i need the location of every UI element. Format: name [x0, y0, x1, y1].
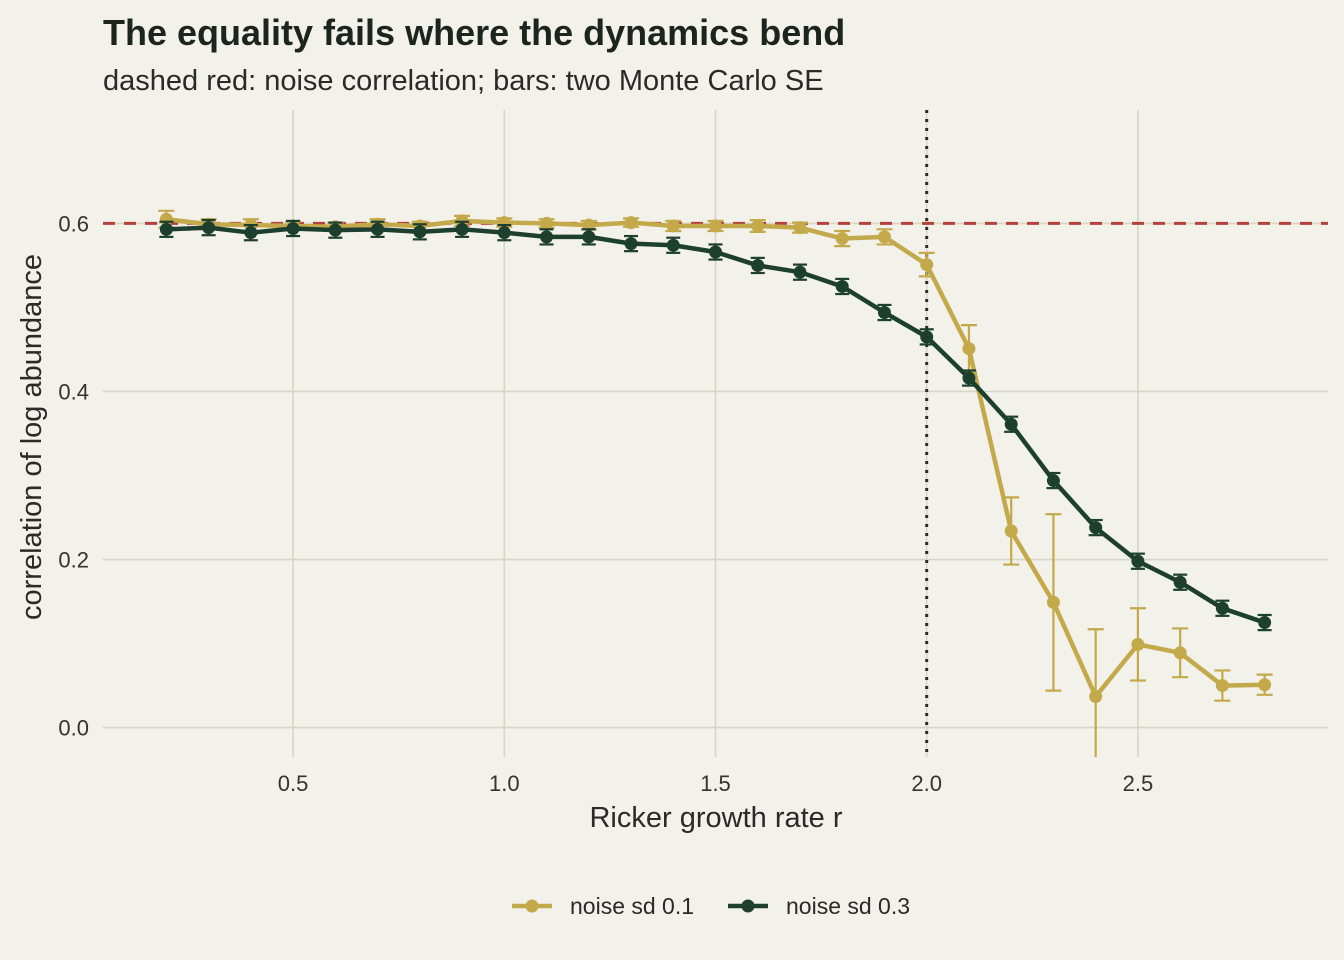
data-point	[1046, 595, 1060, 609]
legend-item-1: noise sd 0.1	[512, 893, 694, 919]
chart-subtitle: dashed red: noise correlation; bars: two…	[103, 65, 824, 97]
data-point	[709, 219, 722, 233]
legend: noise sd 0.1 noise sd 0.3	[512, 893, 910, 919]
series	[158, 209, 1273, 757]
data-point	[920, 258, 934, 272]
data-point	[666, 219, 680, 233]
legend-key-point	[741, 899, 755, 913]
data-point	[1004, 524, 1018, 538]
data-point	[962, 342, 976, 356]
legend-key-point	[525, 899, 539, 913]
x-axis-ticks: 0.5 1.0 1.5 2.0 2.5	[278, 771, 1153, 796]
x-tick-label: 1.0	[489, 771, 520, 796]
y-tick-label: 0.2	[58, 548, 89, 573]
x-tick-label: 2.5	[1123, 771, 1154, 796]
y-tick-label: 0.6	[58, 211, 89, 236]
grid	[103, 110, 1328, 757]
data-point	[835, 232, 849, 246]
x-axis-title: Ricker growth rate r	[589, 802, 842, 834]
chart-title: The equality fails where the dynamics be…	[103, 12, 845, 53]
x-tick-label: 1.5	[700, 771, 731, 796]
series-2	[159, 218, 1272, 632]
data-point	[1173, 646, 1187, 660]
data-point	[1258, 678, 1272, 692]
data-point	[877, 230, 891, 244]
data-point	[1131, 637, 1145, 651]
legend-label: noise sd 0.1	[570, 893, 694, 919]
data-point	[624, 216, 638, 230]
x-tick-label: 0.5	[278, 771, 309, 796]
y-axis-title: correlation of log abundance	[16, 254, 48, 620]
legend-item-2: noise sd 0.3	[728, 893, 910, 919]
y-tick-label: 0.0	[58, 716, 89, 741]
legend-label: noise sd 0.3	[786, 893, 910, 919]
data-point	[1215, 679, 1229, 693]
x-tick-label: 2.0	[911, 771, 942, 796]
y-tick-label: 0.4	[58, 379, 89, 404]
y-axis-ticks: 0.0 0.2 0.4 0.6	[58, 211, 89, 740]
data-point	[1089, 690, 1103, 704]
data-point	[793, 221, 807, 235]
data-point	[751, 219, 765, 233]
plot-area	[103, 110, 1328, 757]
data-point	[540, 216, 554, 230]
